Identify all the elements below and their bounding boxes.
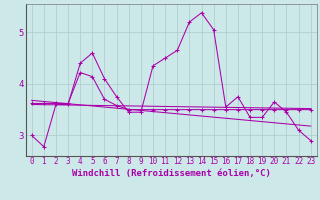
X-axis label: Windchill (Refroidissement éolien,°C): Windchill (Refroidissement éolien,°C) <box>72 169 271 178</box>
